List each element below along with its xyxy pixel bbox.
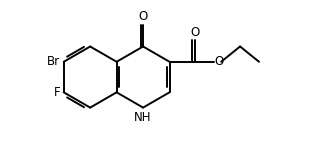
Text: O: O [139,10,148,23]
Text: O: O [190,26,199,39]
Text: Br: Br [47,55,60,68]
Text: F: F [53,86,60,99]
Text: O: O [214,55,224,68]
Text: NH: NH [134,111,152,124]
